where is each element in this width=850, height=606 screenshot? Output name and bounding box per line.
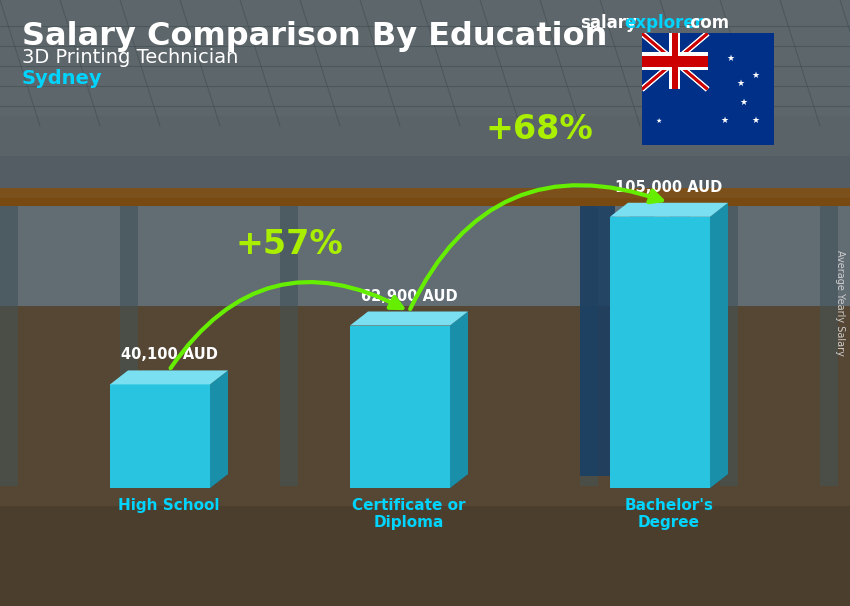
Polygon shape [350,325,450,488]
Text: 105,000 AUD: 105,000 AUD [615,180,722,195]
Bar [580,206,598,486]
Polygon shape [610,203,728,217]
Text: Certificate or
Diploma: Certificate or Diploma [352,498,466,530]
Text: ★: ★ [655,118,661,124]
Text: Average Yearly Salary: Average Yearly Salary [835,250,845,356]
Bar [630,206,655,426]
Polygon shape [350,311,468,325]
Bar [0,306,850,606]
Bar [670,206,690,406]
Text: 62,900 AUD: 62,900 AUD [360,288,457,304]
Bar [0,481,850,506]
Bar [0,0,850,206]
Text: +57%: +57% [235,228,343,261]
Polygon shape [110,474,228,488]
Bar [0,206,18,486]
Bar [0,0,850,156]
Text: ★: ★ [727,53,734,62]
Text: 40,100 AUD: 40,100 AUD [121,347,218,362]
Polygon shape [110,370,228,384]
Bar [0,486,850,606]
Text: .com: .com [684,14,729,32]
Bar [120,206,138,486]
Polygon shape [610,217,710,488]
Text: 3D Printing Technician: 3D Printing Technician [22,48,238,67]
Bar [670,33,680,89]
Bar [0,188,850,198]
Text: ★: ★ [740,98,748,107]
Polygon shape [450,311,468,488]
Text: Sydney: Sydney [22,69,103,88]
Polygon shape [110,384,210,488]
Text: High School: High School [118,498,220,513]
Bar [280,206,298,486]
Bar [642,52,707,70]
Text: ★: ★ [720,116,728,125]
Bar [580,206,615,476]
Polygon shape [350,474,468,488]
Text: Bachelor's
Degree: Bachelor's Degree [625,498,713,530]
Bar [0,0,850,306]
Bar [720,206,738,486]
Polygon shape [710,203,728,488]
Bar [0,0,850,116]
Bar [0,188,850,206]
Polygon shape [610,474,728,488]
Bar [707,33,774,145]
Text: ★: ★ [751,116,759,125]
Polygon shape [210,370,228,488]
Text: ★: ★ [736,79,745,88]
Bar [820,206,838,486]
Bar [0,0,850,306]
Text: +68%: +68% [485,113,592,147]
Text: salary: salary [580,14,637,32]
Text: ★: ★ [751,72,759,81]
Bar [642,56,707,67]
Text: explorer: explorer [624,14,703,32]
Bar [672,33,677,89]
Text: Salary Comparison By Education: Salary Comparison By Education [22,21,608,52]
